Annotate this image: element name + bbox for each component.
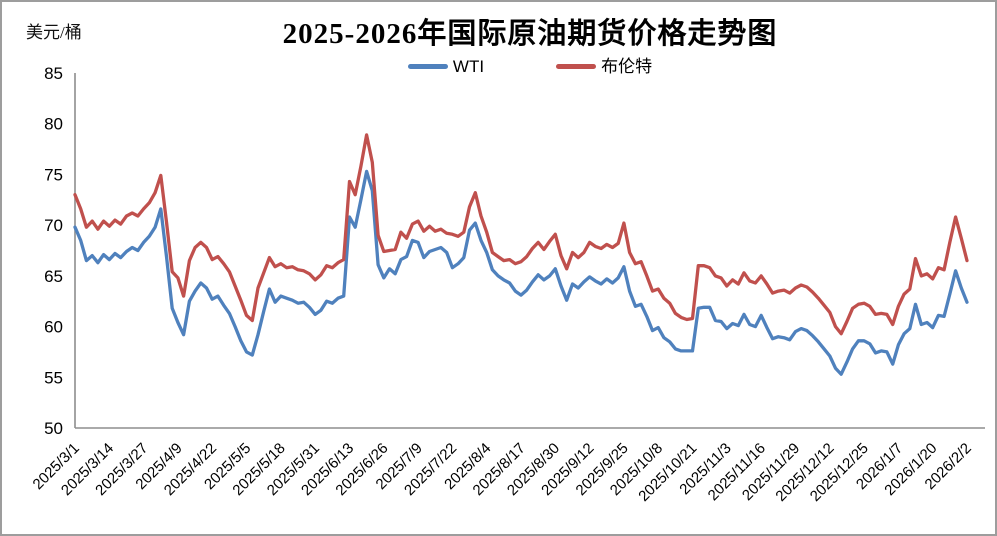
y-tick-label: 65	[44, 267, 63, 286]
y-tick-label: 75	[44, 165, 63, 184]
wti-line-swatch	[407, 64, 448, 69]
legend-item-brent: 布伦特	[556, 58, 652, 75]
series-line-brent	[73, 133, 969, 336]
legend-item-wti: WTI	[407, 57, 485, 76]
series-line-wti	[73, 169, 969, 376]
y-tick-label: 70	[44, 216, 63, 235]
y-tick-label: 80	[44, 115, 63, 134]
y-axis-unit-label: 美元/桶	[26, 23, 82, 42]
y-tick-label: 50	[44, 419, 63, 438]
chart-title: 2025-2026年国际原油期货价格走势图	[282, 18, 778, 50]
y-tick-label: 85	[44, 64, 63, 83]
brent-line-swatch	[556, 64, 597, 69]
legend: WTI 布伦特	[75, 58, 985, 75]
legend-label-wti: WTI	[452, 57, 485, 76]
y-tick-label: 60	[44, 318, 63, 337]
y-tick-label: 55	[44, 368, 63, 387]
legend-label-brent: 布伦特	[601, 57, 653, 76]
